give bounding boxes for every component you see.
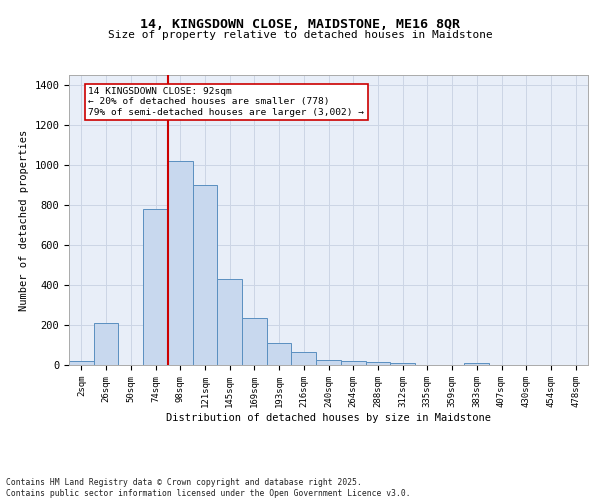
Bar [193, 185, 217, 365]
Text: 14, KINGSDOWN CLOSE, MAIDSTONE, ME16 8QR: 14, KINGSDOWN CLOSE, MAIDSTONE, ME16 8QR [140, 18, 460, 30]
Text: 14 KINGSDOWN CLOSE: 92sqm
← 20% of detached houses are smaller (778)
79% of semi: 14 KINGSDOWN CLOSE: 92sqm ← 20% of detac… [88, 87, 364, 117]
Text: Size of property relative to detached houses in Maidstone: Size of property relative to detached ho… [107, 30, 493, 40]
Bar [94, 323, 118, 365]
Bar [217, 279, 242, 365]
Bar [168, 161, 193, 365]
Text: Contains HM Land Registry data © Crown copyright and database right 2025.
Contai: Contains HM Land Registry data © Crown c… [6, 478, 410, 498]
Y-axis label: Number of detached properties: Number of detached properties [19, 130, 29, 310]
Bar [69, 361, 94, 365]
Bar [143, 209, 168, 365]
Bar [292, 352, 316, 365]
Bar [390, 363, 415, 365]
Bar [316, 360, 341, 365]
Bar [267, 343, 292, 365]
Bar [341, 361, 365, 365]
Bar [464, 363, 489, 365]
Bar [242, 318, 267, 365]
X-axis label: Distribution of detached houses by size in Maidstone: Distribution of detached houses by size … [166, 412, 491, 422]
Bar [365, 362, 390, 365]
